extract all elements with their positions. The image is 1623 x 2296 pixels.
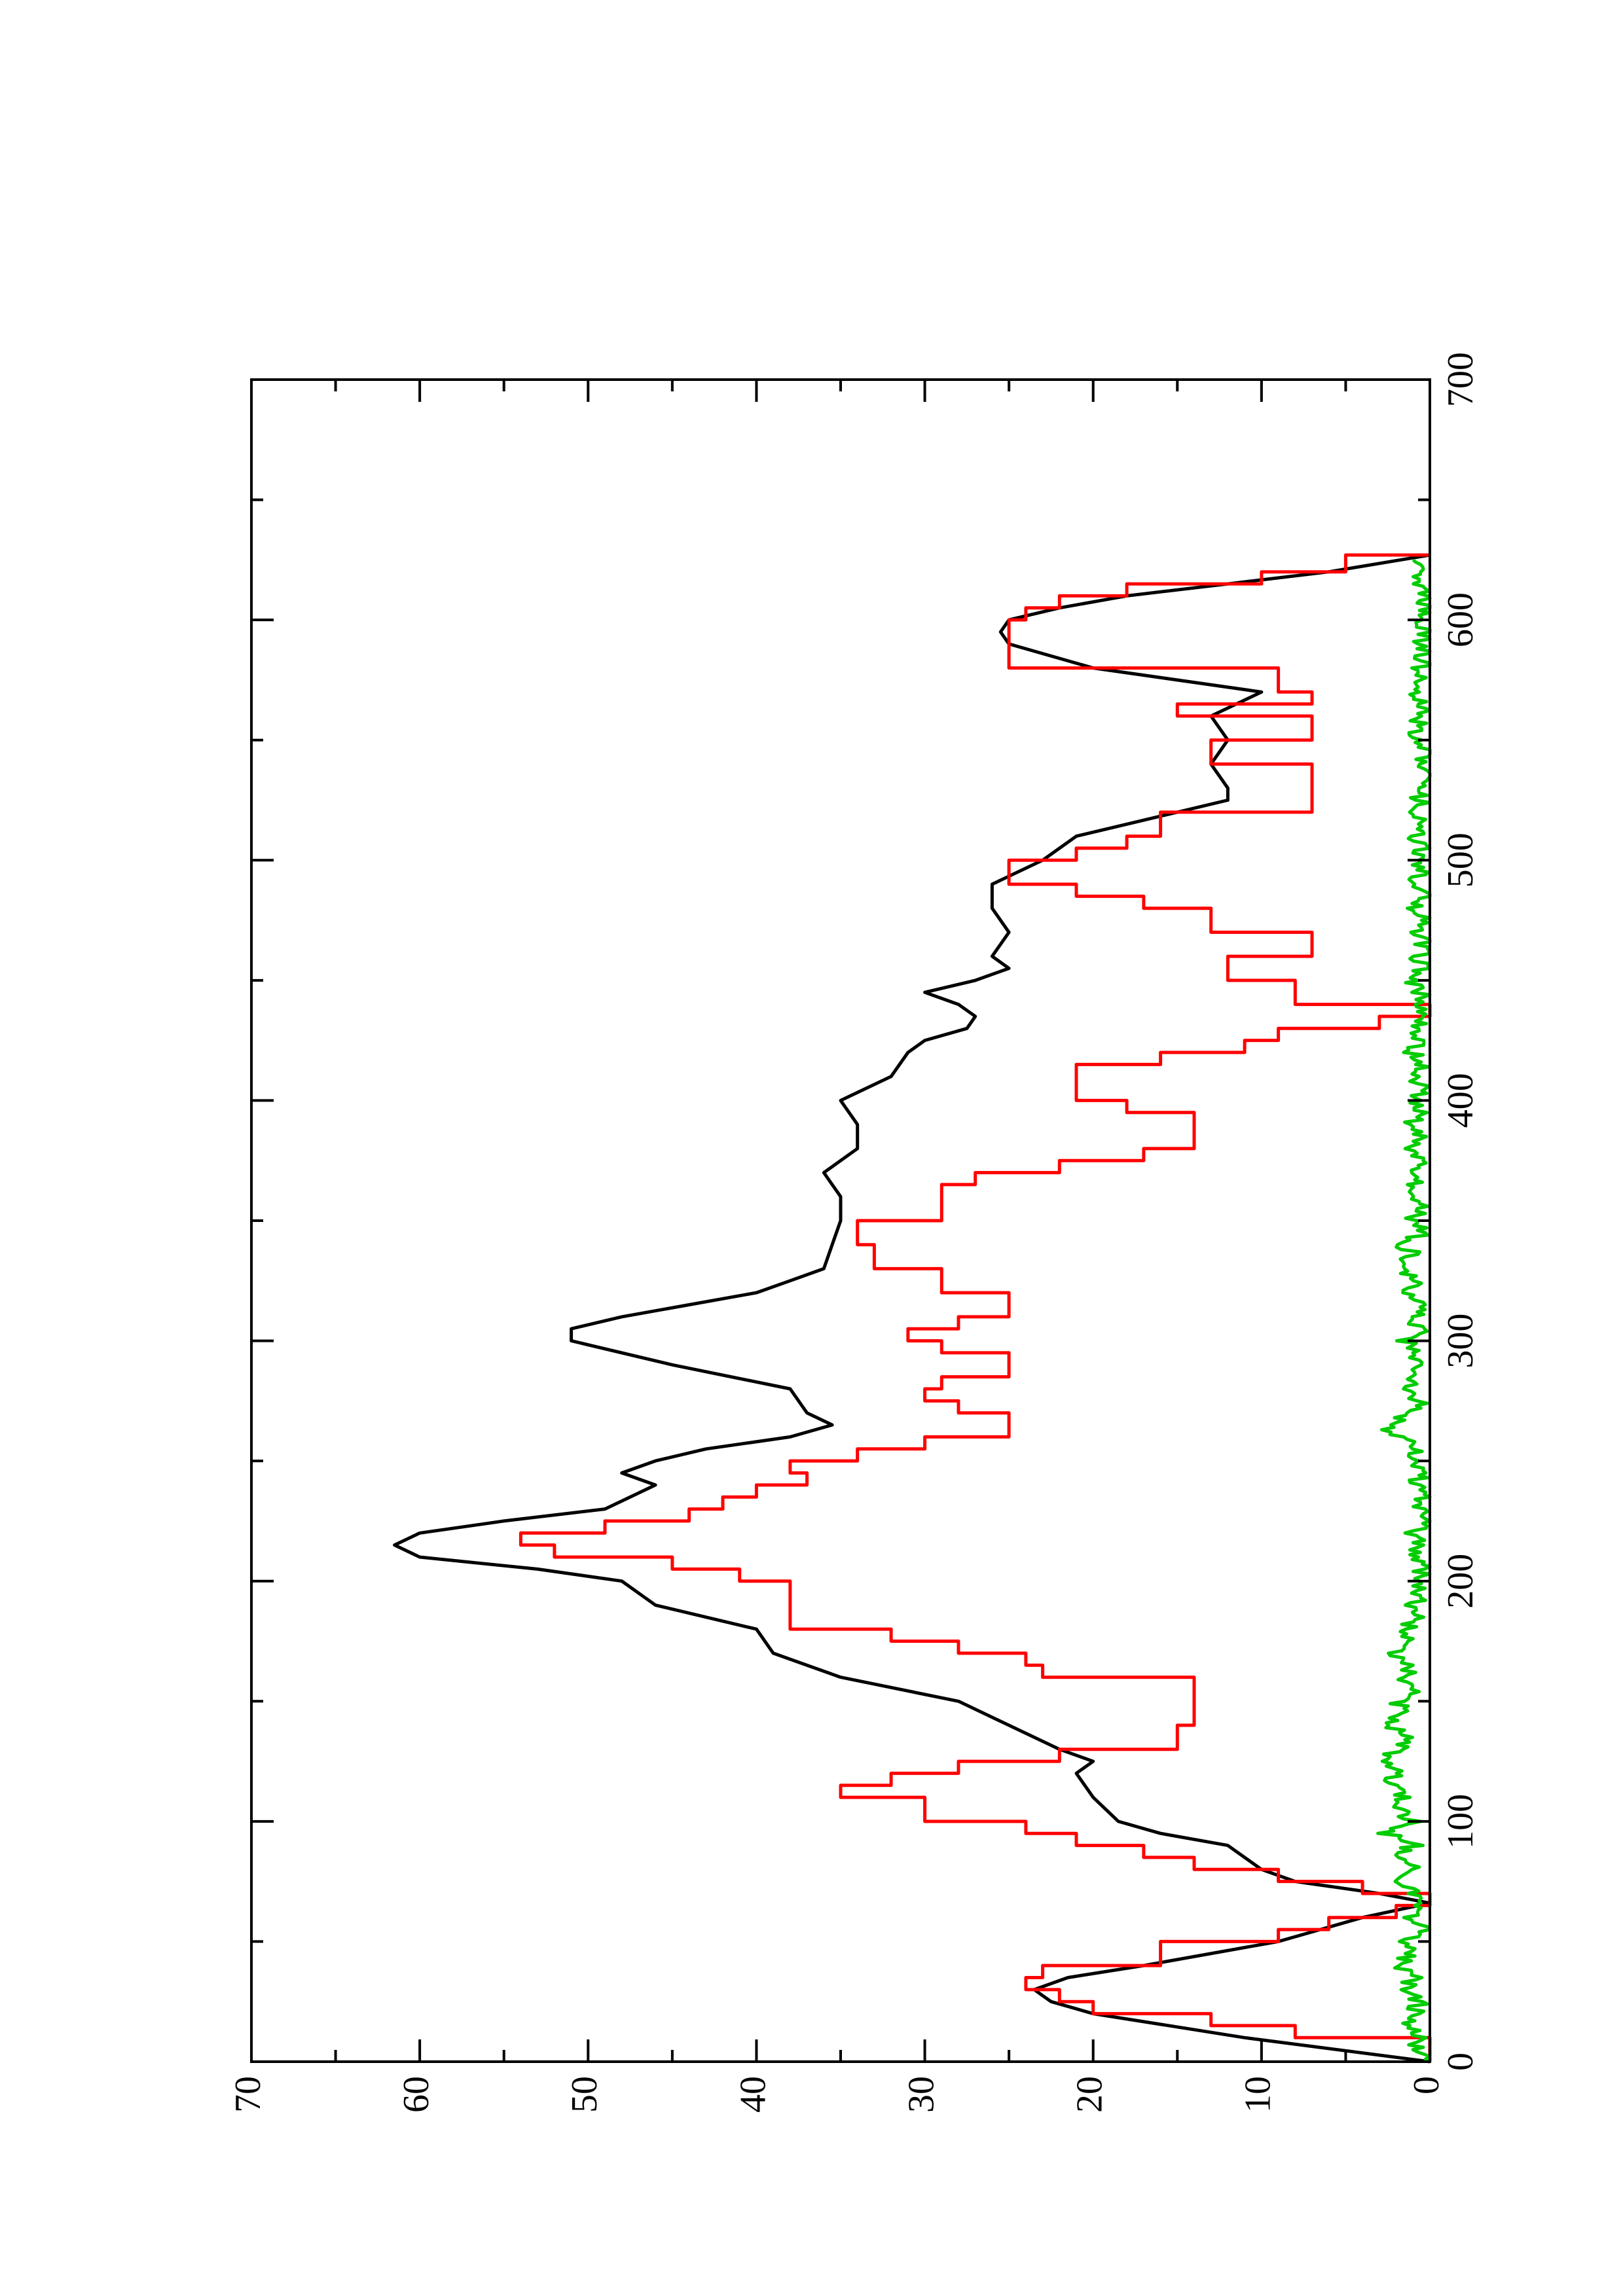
x-tick-label: 0 — [1440, 2053, 1481, 2071]
y-tick-label: 60 — [396, 2076, 437, 2113]
series-red-staircase — [519, 553, 1432, 2062]
x-tick-label: 700 — [1440, 352, 1481, 407]
series-green-noise — [1376, 558, 1432, 2064]
y-tick-label: 0 — [1406, 2076, 1447, 2094]
y-tick-label: 70 — [228, 2076, 268, 2113]
x-tick-label: 400 — [1440, 1073, 1481, 1128]
y-tick-label: 40 — [733, 2076, 773, 2113]
x-tick-label: 100 — [1440, 1794, 1481, 1849]
x-tick-label: 500 — [1440, 833, 1481, 888]
x-tick-label: 600 — [1440, 592, 1481, 647]
x-tick-label: 200 — [1440, 1554, 1481, 1609]
y-tick-label: 30 — [901, 2076, 941, 2113]
series-black-line — [393, 553, 1432, 2064]
x-tick-label: 300 — [1440, 1314, 1481, 1369]
y-tick-label: 50 — [564, 2076, 605, 2113]
series-layer — [393, 553, 1432, 2064]
y-tick-label: 10 — [1238, 2076, 1279, 2113]
y-tick-label: 20 — [1070, 2076, 1110, 2113]
axes: 0 100 200 300 400 500 600 700 0 10 20 30 40 50 60 70 — [228, 352, 1481, 2113]
